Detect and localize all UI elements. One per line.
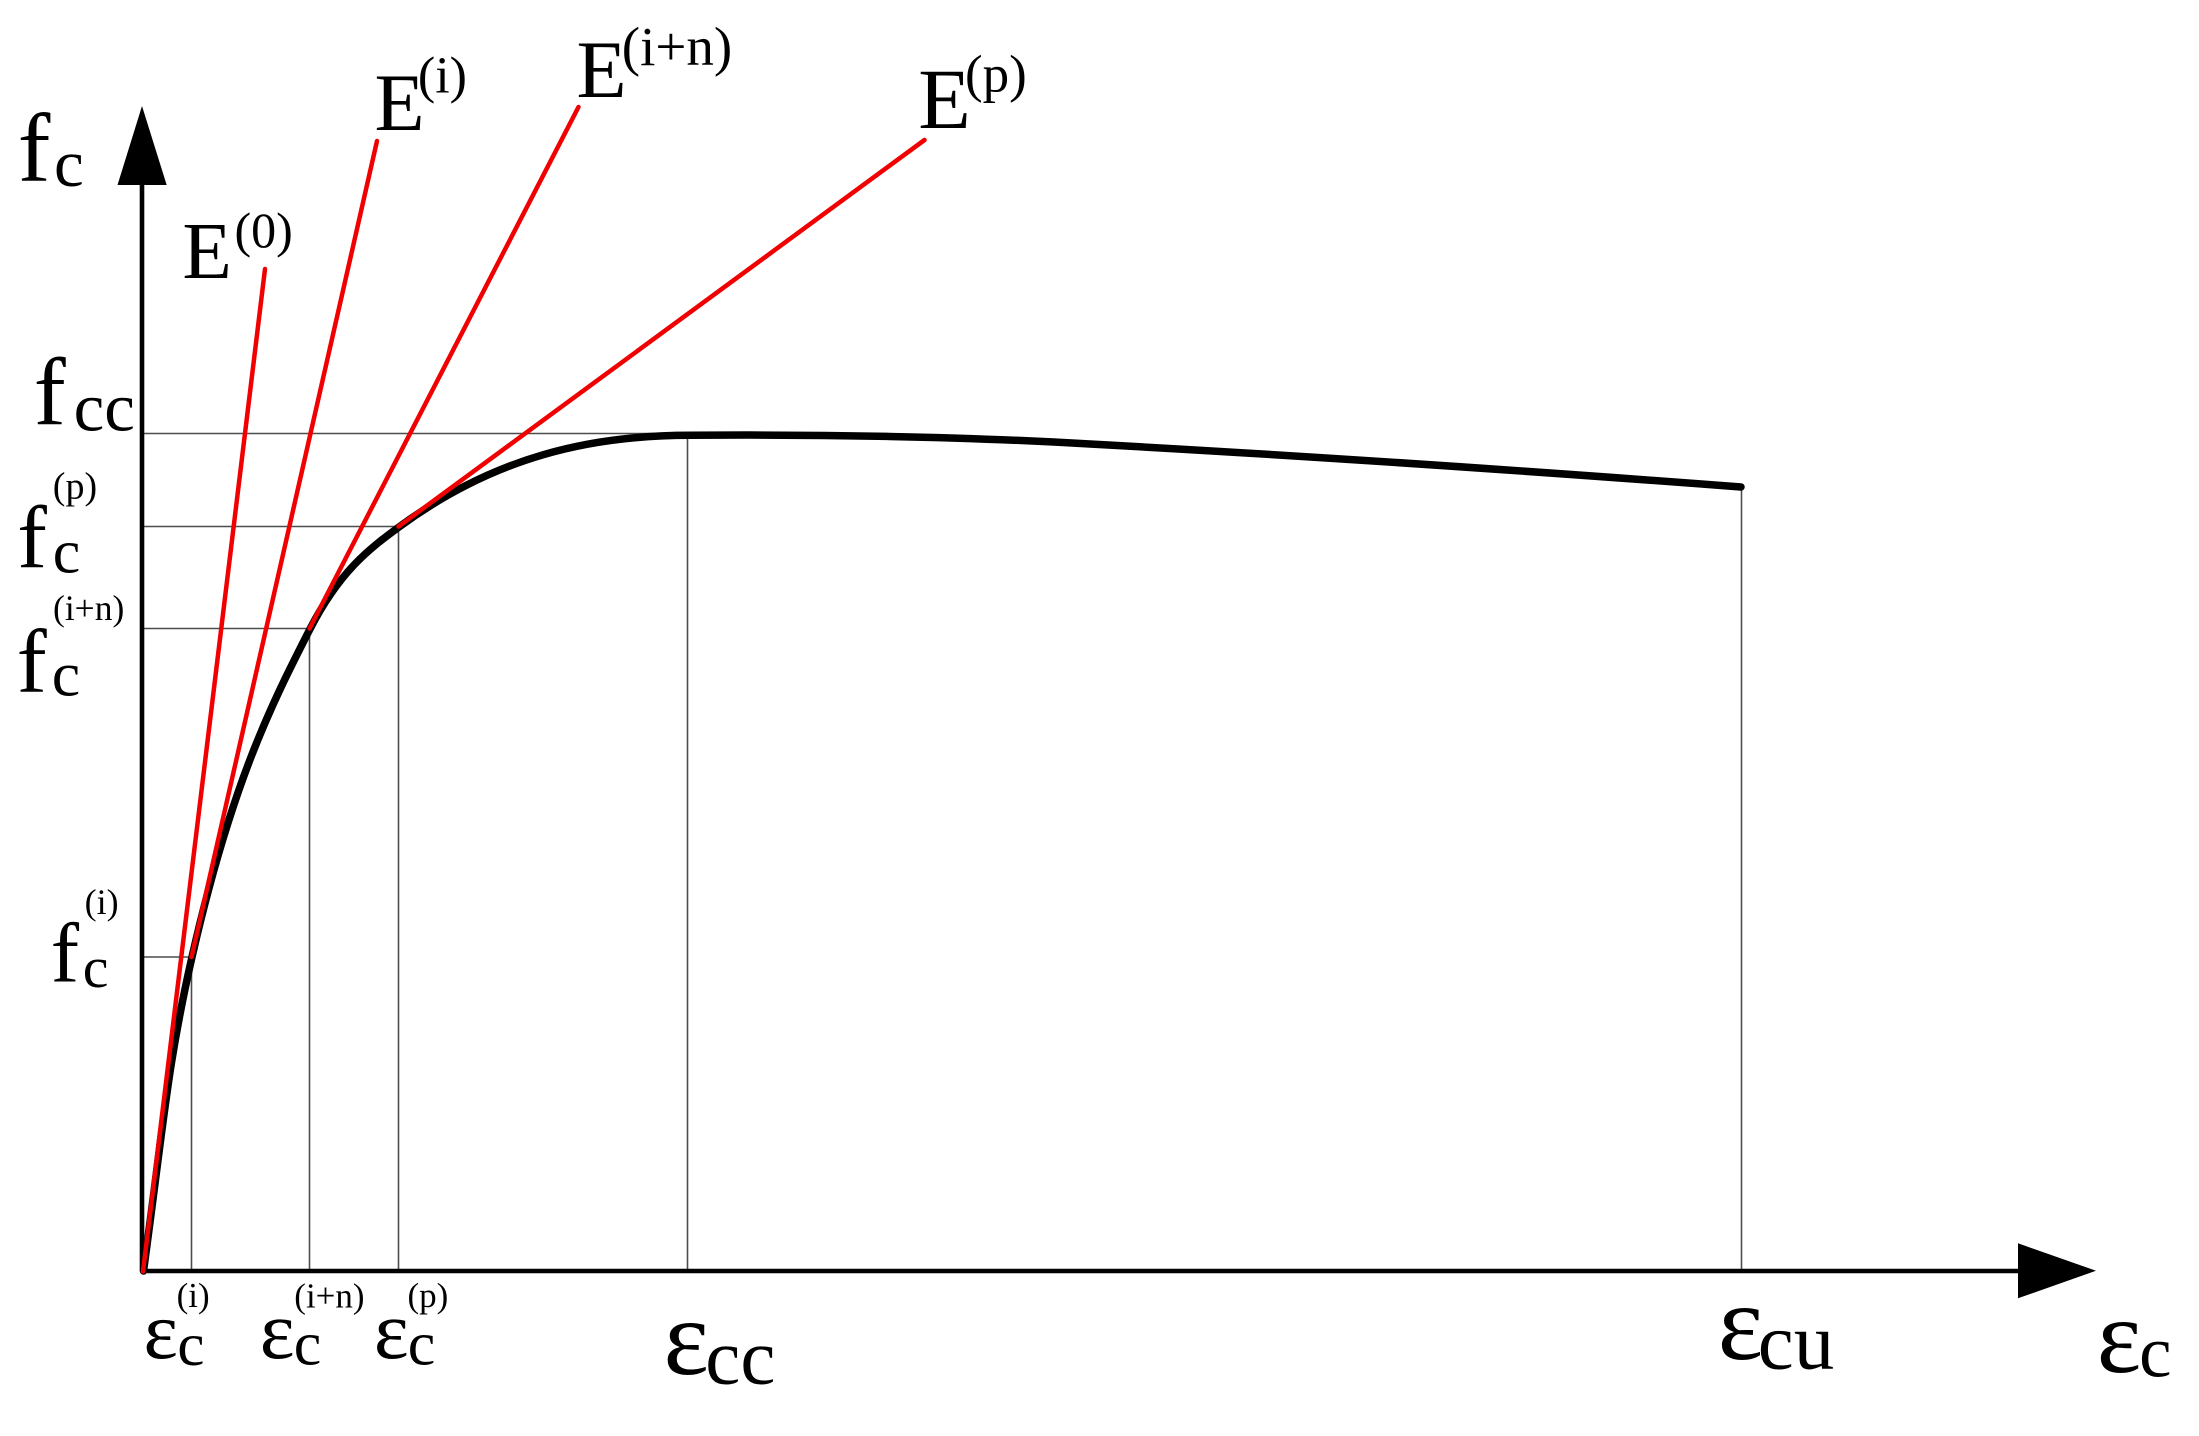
svg-text:c: c	[294, 1311, 322, 1379]
svg-text:cu: cu	[1758, 1296, 1834, 1386]
svg-text:f: f	[34, 338, 66, 445]
svg-text:f: f	[51, 907, 80, 1001]
svg-text:f: f	[17, 490, 47, 588]
svg-text:c: c	[2139, 1312, 2171, 1393]
svg-text:(i+n): (i+n)	[53, 588, 124, 628]
svg-text:(p): (p)	[53, 466, 97, 508]
svg-text:ε: ε	[664, 1279, 709, 1398]
svg-text:ε: ε	[144, 1285, 178, 1376]
svg-text:E: E	[918, 51, 971, 147]
svg-text:cc: cc	[705, 1314, 775, 1401]
svg-text:ε: ε	[2097, 1278, 2142, 1395]
svg-text:(p): (p)	[965, 45, 1027, 103]
svg-text:E: E	[577, 24, 627, 115]
svg-text:E: E	[375, 57, 425, 148]
svg-text:ε: ε	[1718, 1264, 1763, 1383]
svg-text:ε: ε	[260, 1284, 295, 1376]
svg-text:(i+n): (i+n)	[294, 1276, 364, 1315]
svg-text:(i): (i)	[177, 1276, 210, 1315]
svg-text:f: f	[17, 612, 47, 711]
svg-text:c: c	[54, 127, 84, 201]
svg-text:cc: cc	[74, 370, 135, 446]
svg-text:E: E	[182, 206, 231, 296]
svg-text:f: f	[18, 95, 51, 203]
svg-text:(i+n): (i+n)	[622, 16, 732, 77]
svg-text:ε: ε	[374, 1284, 409, 1376]
svg-text:c: c	[53, 518, 81, 586]
svg-text:c: c	[177, 1312, 204, 1379]
svg-text:c: c	[83, 935, 109, 1000]
svg-text:(0): (0)	[235, 202, 293, 258]
svg-text:c: c	[52, 639, 80, 710]
svg-text:(p): (p)	[408, 1276, 449, 1315]
svg-text:(i): (i)	[418, 48, 467, 105]
svg-text:(i): (i)	[85, 882, 119, 922]
svg-text:c: c	[408, 1311, 436, 1379]
